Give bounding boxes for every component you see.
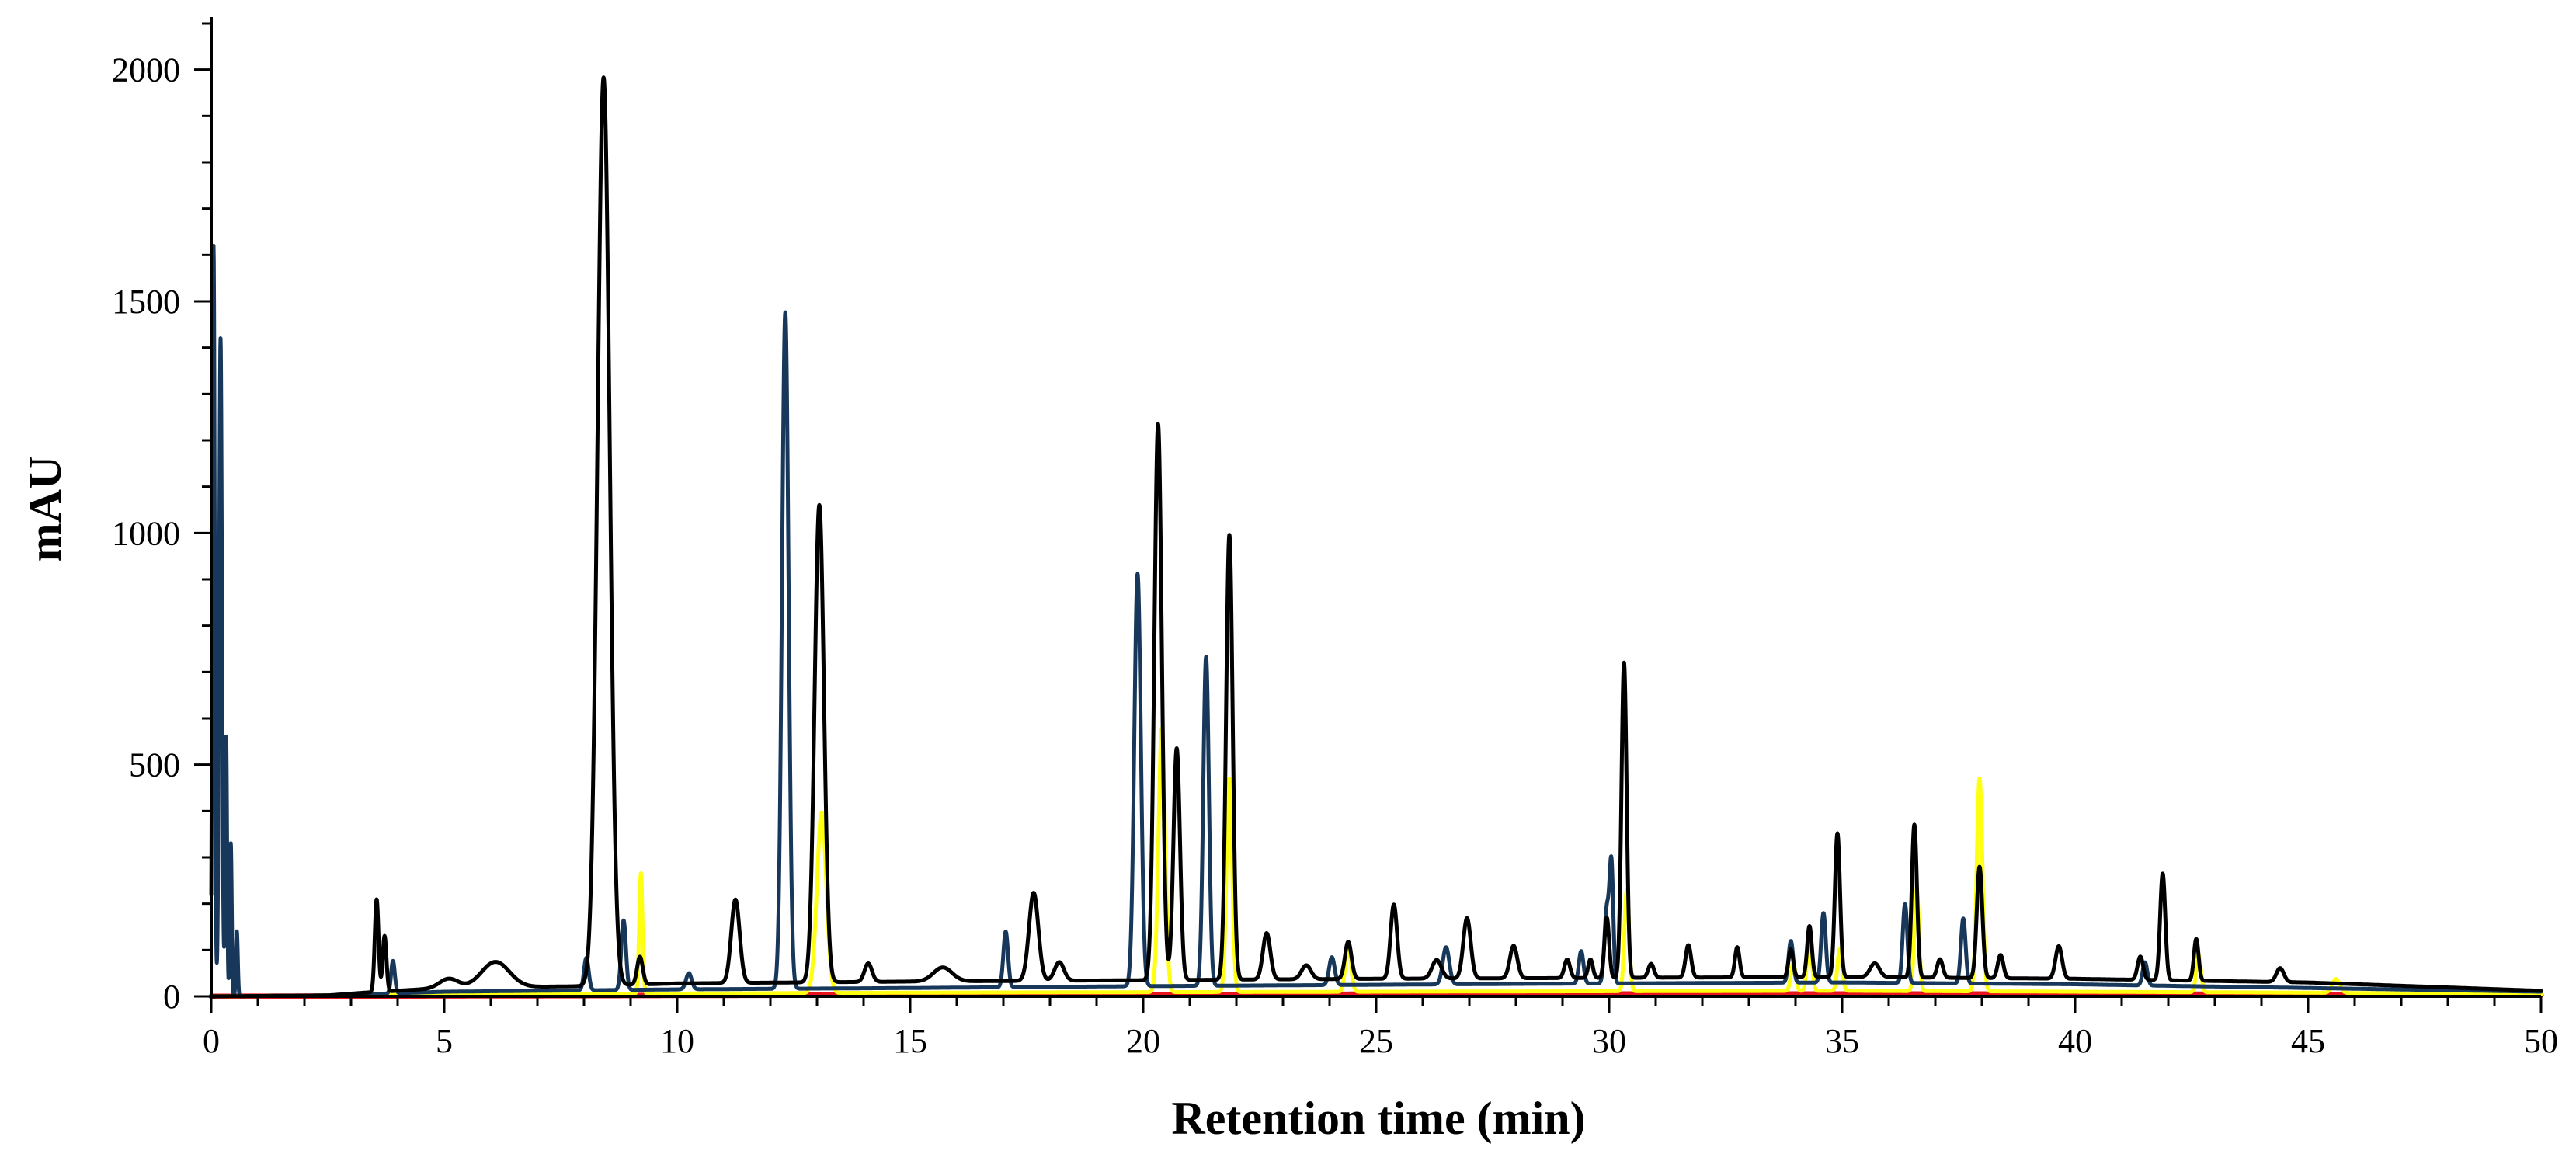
x-tick-label: 25 — [1359, 1022, 1393, 1060]
chart-traces — [208, 75, 2544, 999]
x-tick-label: 30 — [1592, 1022, 1626, 1060]
y-tick-label: 0 — [163, 978, 180, 1016]
x-tick-label: 0 — [203, 1022, 220, 1060]
y-axis-title: mAU — [19, 456, 71, 562]
y-tick-label: 1000 — [112, 514, 180, 552]
x-tick-label: 40 — [2058, 1022, 2092, 1060]
trace-series-2 — [209, 726, 2543, 999]
x-tick-label: 35 — [1825, 1022, 1859, 1060]
x-tick-label: 20 — [1126, 1022, 1160, 1060]
x-tick-label: 10 — [660, 1022, 694, 1060]
y-tick-label: 2000 — [112, 51, 180, 89]
x-tick-label: 50 — [2524, 1022, 2558, 1060]
trace-series-0 — [209, 75, 2543, 999]
x-axis-title: Retention time (min) — [1171, 1093, 1585, 1144]
y-tick-label: 500 — [129, 746, 180, 784]
y-tick-label: 1500 — [112, 283, 180, 321]
x-tick-label: 45 — [2291, 1022, 2325, 1060]
trace-series-1 — [209, 243, 2543, 999]
x-tick-label: 5 — [436, 1022, 453, 1060]
x-tick-label: 15 — [893, 1022, 927, 1060]
